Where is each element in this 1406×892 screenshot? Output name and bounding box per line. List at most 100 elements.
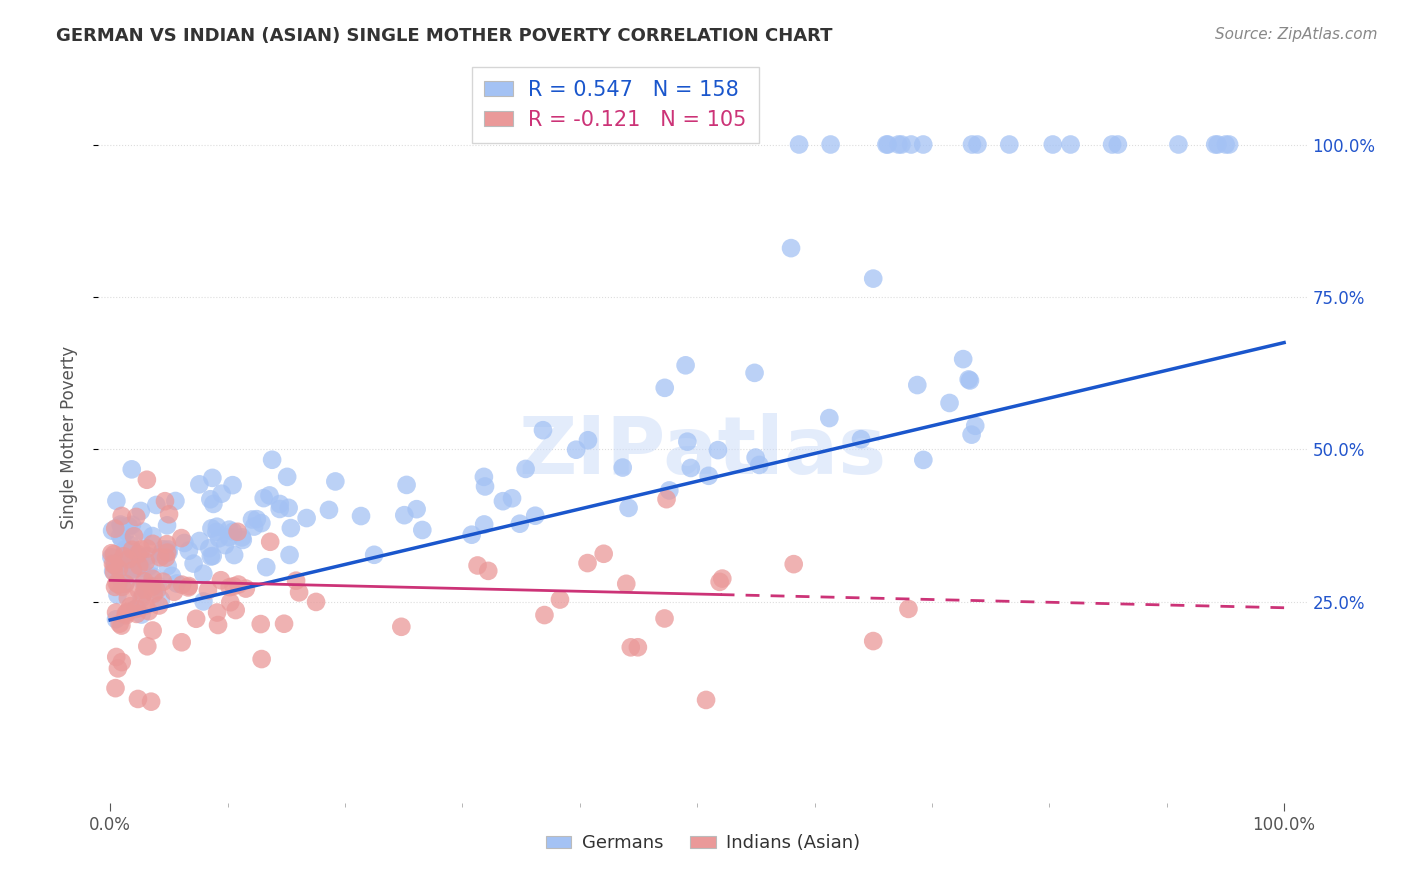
Point <box>163 584 186 599</box>
Point <box>280 521 302 535</box>
Point <box>627 640 650 655</box>
Point <box>100 550 122 565</box>
Point <box>170 577 193 591</box>
Point <box>228 577 250 591</box>
Point <box>110 519 132 533</box>
Point <box>617 500 640 515</box>
Point <box>231 530 253 544</box>
Point <box>128 582 150 597</box>
Point <box>709 574 731 589</box>
Point <box>141 580 163 594</box>
Point <box>156 546 179 560</box>
Point <box>612 460 634 475</box>
Point <box>897 602 920 616</box>
Point <box>820 137 842 152</box>
Point <box>105 575 128 590</box>
Point <box>115 524 138 539</box>
Point <box>780 241 803 255</box>
Point <box>131 607 153 622</box>
Point <box>200 492 222 507</box>
Point <box>125 601 148 615</box>
Point <box>170 635 193 649</box>
Point <box>142 624 165 638</box>
Point <box>153 494 176 508</box>
Point <box>120 599 142 614</box>
Point <box>120 562 142 576</box>
Point <box>711 572 734 586</box>
Point <box>121 545 143 559</box>
Point <box>576 556 599 570</box>
Point <box>157 508 180 522</box>
Point <box>129 504 152 518</box>
Point <box>105 494 128 508</box>
Point <box>114 607 136 621</box>
Point <box>818 411 841 425</box>
Point <box>395 478 418 492</box>
Point <box>146 578 169 592</box>
Point <box>1059 137 1081 152</box>
Point <box>218 530 240 544</box>
Point <box>111 533 134 547</box>
Point <box>138 559 160 574</box>
Point <box>565 442 588 457</box>
Point <box>129 561 152 575</box>
Point <box>461 527 484 541</box>
Point <box>188 477 211 491</box>
Point <box>938 396 960 410</box>
Point <box>145 498 167 512</box>
Point <box>125 549 148 563</box>
Point <box>110 517 132 532</box>
Point <box>160 569 183 583</box>
Point <box>118 563 141 577</box>
Point <box>474 479 496 493</box>
Text: ZIPatlas: ZIPatlas <box>519 413 887 491</box>
Point <box>115 559 138 574</box>
Text: Source: ZipAtlas.com: Source: ZipAtlas.com <box>1215 27 1378 42</box>
Point <box>288 585 311 599</box>
Point <box>121 462 143 476</box>
Point <box>225 603 247 617</box>
Y-axis label: Single Mother Poverty: Single Mother Poverty <box>59 345 77 529</box>
Point <box>121 542 143 557</box>
Point <box>957 372 980 386</box>
Point <box>157 542 180 557</box>
Point <box>966 137 988 152</box>
Point <box>156 537 179 551</box>
Point <box>129 549 152 564</box>
Point <box>134 574 156 589</box>
Point <box>170 531 193 545</box>
Point <box>208 531 231 545</box>
Point <box>744 366 766 380</box>
Point <box>654 381 676 395</box>
Point <box>1107 137 1129 152</box>
Point <box>472 517 495 532</box>
Point <box>620 640 643 655</box>
Point <box>305 595 328 609</box>
Point <box>614 576 637 591</box>
Point <box>128 552 150 566</box>
Point <box>135 555 157 569</box>
Point <box>207 618 229 632</box>
Point <box>318 503 340 517</box>
Point <box>952 352 974 367</box>
Point <box>862 271 884 285</box>
Point <box>152 542 174 557</box>
Point <box>253 491 276 505</box>
Point <box>214 538 236 552</box>
Point <box>188 533 211 548</box>
Point <box>675 359 697 373</box>
Point <box>200 549 222 564</box>
Point <box>127 692 149 706</box>
Point <box>111 580 134 594</box>
Point <box>101 524 124 538</box>
Point <box>250 516 273 530</box>
Point <box>105 612 128 626</box>
Point <box>887 137 910 152</box>
Point <box>232 533 254 547</box>
Point <box>363 548 385 562</box>
Point <box>1215 137 1237 152</box>
Point <box>184 612 207 626</box>
Point <box>1101 137 1123 152</box>
Point <box>145 583 167 598</box>
Point <box>501 491 523 506</box>
